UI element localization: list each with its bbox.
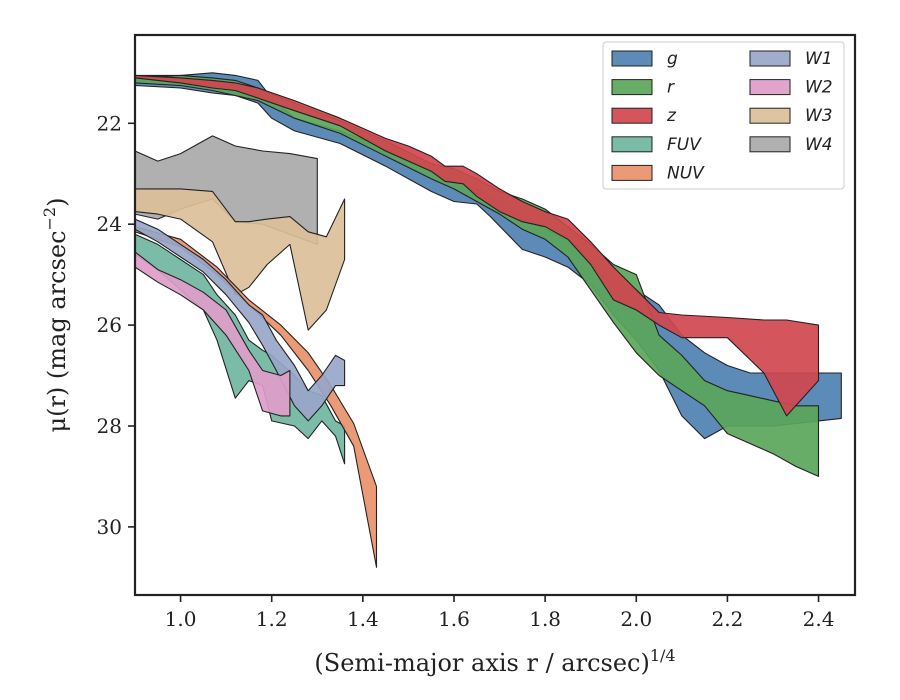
legend-swatch-w4	[749, 136, 791, 153]
y-tick-label: 22	[97, 111, 122, 135]
x-tick-label: 1.8	[529, 607, 561, 631]
legend-swatch-w2	[749, 79, 791, 96]
band-w3	[135, 188, 346, 331]
legend-swatch-z	[611, 107, 653, 124]
legend-swatch-g	[611, 50, 653, 67]
legend-label-w1: W1	[805, 49, 833, 69]
x-tick-label: 1.0	[165, 607, 197, 631]
x-tick-label: 1.6	[438, 607, 470, 631]
y-tick-label: 30	[97, 515, 122, 539]
legend-label-w4: W4	[805, 135, 833, 155]
band-w1	[135, 218, 346, 422]
legend-swatch-w3	[749, 107, 791, 124]
legend-label-g: g	[667, 49, 678, 69]
plot-frame	[133, 33, 857, 597]
band-z	[135, 74, 820, 417]
y-tick-label: 26	[97, 313, 122, 337]
legend-swatch-w1	[749, 50, 791, 67]
x-tick-label: 1.2	[256, 607, 288, 631]
legend-swatch-r	[611, 79, 653, 96]
ticks-layer: 1.0 1.2 1.4 1.6 1.8 2.0 2.2 2.4 22 24 26 28 30	[97, 111, 835, 631]
x-tick-label: 2.2	[711, 607, 743, 631]
x-tick-label: 2.0	[620, 607, 652, 631]
legend-label-nuv: NUV	[667, 163, 705, 183]
y-tick-label: 28	[97, 414, 122, 438]
bands-layer	[135, 72, 842, 568]
legend: grz FUV NUV W1 W2 W3 W4	[602, 41, 845, 190]
y-tick-label: 24	[97, 212, 122, 236]
legend-label-fuv: FUV	[667, 135, 702, 155]
legend-label-r: r	[667, 78, 675, 98]
legend-label-w2: W2	[805, 78, 833, 98]
legend-label-w3: W3	[805, 106, 833, 126]
x-axis-label: (Semi-major axis r / arcsec)1/4	[314, 646, 675, 677]
legend-swatch-fuv	[611, 136, 653, 153]
legend-swatch-nuv	[611, 164, 653, 181]
legend-label-z: z	[666, 106, 677, 126]
x-tick-label: 2.4	[803, 607, 835, 631]
band-w2	[135, 251, 291, 417]
x-tick-label: 1.4	[347, 607, 379, 631]
y-axis-label: μ(r) (mag arcsec−2)	[40, 198, 71, 433]
